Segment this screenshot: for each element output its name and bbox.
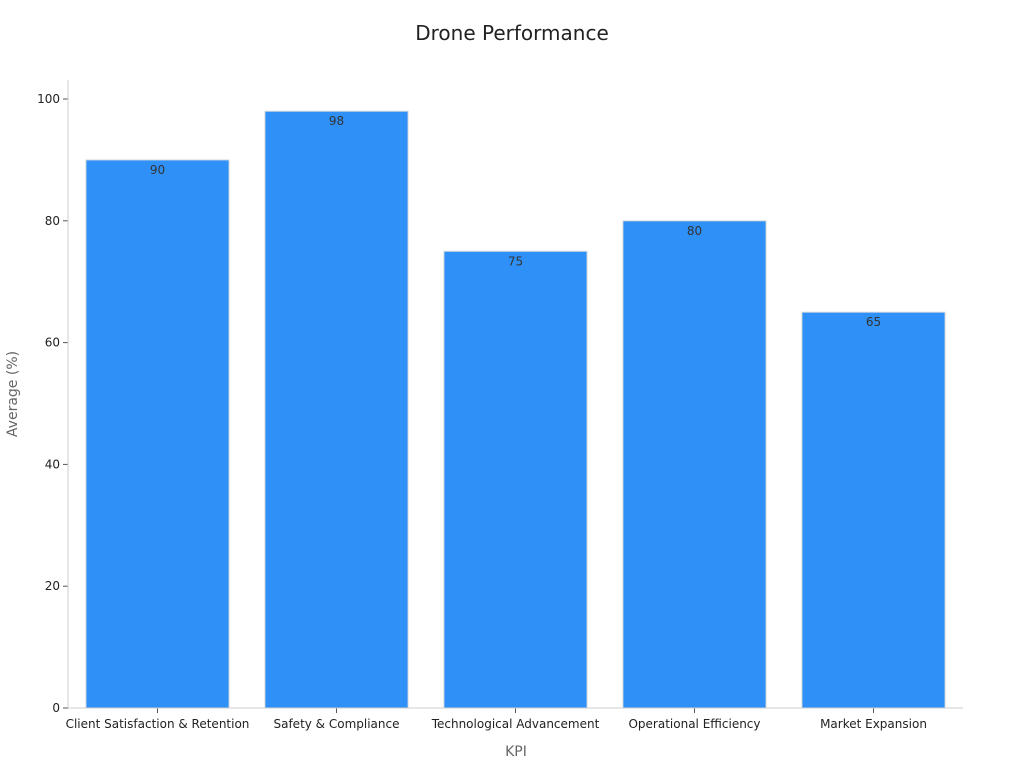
y-tick-label: 80 (45, 214, 60, 228)
y-tick-label: 20 (45, 579, 60, 593)
bar-value-label: 65 (866, 315, 881, 329)
bar-value-label: 98 (329, 114, 344, 128)
y-tick-label: 100 (37, 92, 60, 106)
bar (443, 250, 588, 709)
bars-layer: 90 98 75 80 65 (85, 110, 946, 709)
bar (85, 159, 230, 709)
bar-value-label: 90 (150, 163, 165, 177)
y-tick-label: 40 (45, 457, 60, 471)
x-tick-label: Client Satisfaction & Retention (66, 717, 250, 731)
x-axis-label: KPI (505, 744, 527, 760)
y-tick-label: 0 (52, 701, 60, 715)
bar-value-label: 75 (508, 254, 523, 268)
x-tick-label: Safety & Compliance (273, 717, 399, 731)
bar (264, 110, 409, 709)
x-tick-label: Market Expansion (820, 717, 927, 731)
y-tick-label: 60 (45, 336, 60, 350)
x-tick-label: Operational Efficiency (628, 717, 760, 731)
bar (622, 220, 767, 709)
chart-title: Drone Performance (415, 21, 609, 45)
ticks-layer: 0 20 40 60 80 100 Client Satisfaction & Retent… (37, 92, 927, 731)
y-axis-label: Average (%) (5, 351, 21, 437)
bar (801, 311, 946, 709)
bar-value-label: 80 (687, 224, 702, 238)
x-tick-label: Technological Advancement (431, 717, 600, 731)
